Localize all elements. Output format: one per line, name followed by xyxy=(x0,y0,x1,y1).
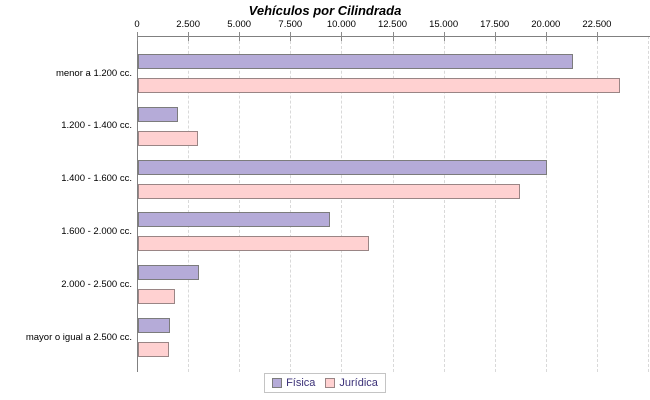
x-tick-label: 0 xyxy=(134,19,140,30)
legend-label: Física xyxy=(286,377,316,389)
x-tick-mark xyxy=(392,32,394,41)
x-tick-label: 17.500 xyxy=(480,19,510,30)
bar-juridica xyxy=(138,289,175,305)
x-tick-label: 20.000 xyxy=(531,19,561,30)
x-tick-mark xyxy=(596,32,598,41)
bar-juridica xyxy=(138,78,621,93)
x-gridline xyxy=(648,36,649,372)
x-tick-label: 10.000 xyxy=(326,19,356,30)
x-gridline xyxy=(545,36,547,372)
legend-entry: Física xyxy=(272,377,315,389)
legend-swatch-icon xyxy=(325,378,336,388)
bar-juridica xyxy=(138,130,199,146)
category-label: 2.000 - 2.500 cc. xyxy=(61,278,132,290)
x-gridline xyxy=(494,36,496,372)
x-tick-label: 2.500 xyxy=(176,19,200,30)
bar-fisica xyxy=(138,159,547,175)
legend-box: Física Jurídica xyxy=(264,373,386,393)
x-tick-mark xyxy=(443,32,445,41)
x-tick-mark xyxy=(188,32,190,41)
legend-swatch-icon xyxy=(272,378,283,388)
chart-title: Vehículos por Cilindrada xyxy=(248,3,402,18)
legend-label: Jurídica xyxy=(339,377,378,389)
x-tick-label: 5.000 xyxy=(227,19,252,30)
category-label: 1.600 - 2.000 cc. xyxy=(61,225,132,237)
x-tick-mark xyxy=(290,32,292,41)
legend: Física Jurídica xyxy=(0,373,650,393)
x-tick-mark xyxy=(137,32,138,41)
legend-entry: Jurídica xyxy=(325,377,378,389)
x-tick-mark xyxy=(341,32,343,41)
x-tick-mark xyxy=(545,32,547,41)
bar-fisica xyxy=(138,318,170,333)
x-tick-label: 22.500 xyxy=(582,19,612,30)
x-axis-line xyxy=(137,36,650,37)
category-label: mayor o igual a 2.500 cc. xyxy=(25,331,132,343)
x-tick-label: 15.000 xyxy=(429,19,459,30)
x-gridline xyxy=(290,36,292,372)
x-tick-label: 12.500 xyxy=(377,19,408,30)
x-gridline xyxy=(392,36,394,372)
bar-juridica xyxy=(138,236,369,252)
category-label: menor a 1.200 cc. xyxy=(55,67,132,79)
x-gridline xyxy=(341,36,343,372)
x-tick-mark xyxy=(494,32,496,41)
bar-fisica xyxy=(138,54,574,69)
bar-fisica xyxy=(138,265,200,281)
bar-juridica xyxy=(138,183,521,199)
category-label: 1.200 - 1.400 cc. xyxy=(61,120,132,132)
bar-fisica xyxy=(138,212,331,228)
x-tick-mark xyxy=(239,32,241,41)
x-gridline xyxy=(239,36,241,372)
bar-fisica xyxy=(138,106,178,122)
x-tick-label: 7.500 xyxy=(278,19,303,30)
x-gridline xyxy=(443,36,445,372)
y-axis-line xyxy=(137,36,138,372)
x-gridline xyxy=(188,36,190,372)
category-label: 1.400 - 1.600 cc. xyxy=(61,173,132,185)
x-gridline xyxy=(596,36,598,372)
bar-juridica xyxy=(138,342,169,357)
